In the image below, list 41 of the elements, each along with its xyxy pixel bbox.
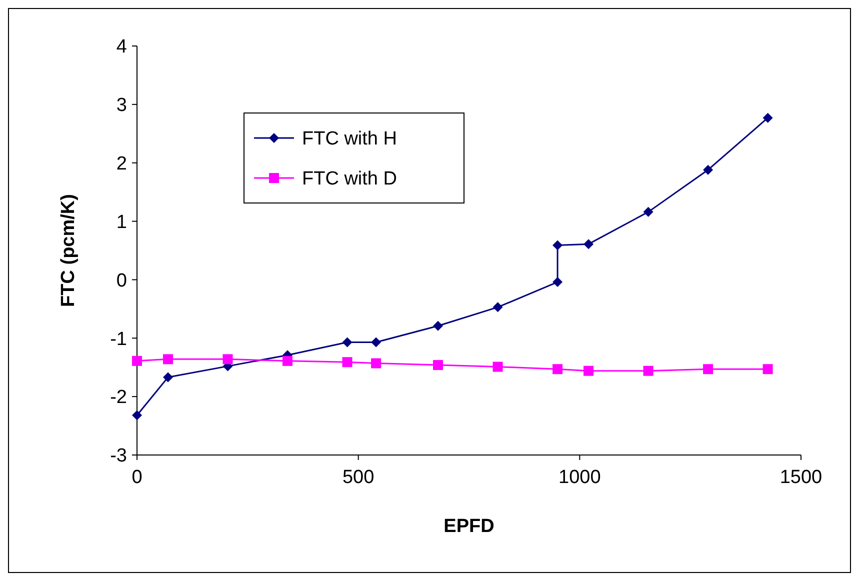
- point: [584, 239, 594, 250]
- point: [762, 364, 773, 374]
- legend-label: FTC with D: [302, 168, 397, 190]
- point: [643, 366, 654, 376]
- point: [584, 366, 594, 376]
- y-tick-label: -2: [110, 387, 127, 408]
- y-tick-label: 3: [116, 95, 127, 116]
- y-tick-label: -1: [110, 328, 127, 350]
- y-tick-label: 2: [116, 154, 127, 175]
- point: [643, 206, 654, 217]
- point: [222, 354, 233, 364]
- x-tick-label: 1000: [558, 467, 601, 488]
- y-tick-label: -3: [110, 446, 127, 467]
- point: [371, 358, 382, 368]
- y-tick-label: 0: [116, 270, 127, 292]
- x-tick-label: 1500: [780, 467, 822, 488]
- point: [132, 356, 142, 366]
- x-tick-label: 500: [342, 467, 374, 488]
- legend-label: FTC with H: [302, 128, 397, 150]
- point: [162, 354, 173, 364]
- point: [433, 320, 444, 331]
- point: [132, 410, 142, 420]
- point: [162, 372, 173, 382]
- point: [282, 356, 293, 366]
- point: [371, 337, 382, 348]
- y-tick-label: 1: [116, 212, 127, 233]
- y-tick-label: 4: [116, 36, 128, 58]
- point: [762, 112, 773, 123]
- point: [492, 362, 503, 372]
- x-tick-label: 0: [132, 467, 142, 488]
- point: [552, 240, 563, 250]
- point: [342, 357, 352, 368]
- point: [433, 360, 444, 370]
- x-axis-title: EPFD: [444, 516, 494, 537]
- point: [342, 337, 352, 348]
- point: [552, 277, 563, 288]
- point: [703, 164, 714, 175]
- point: [552, 364, 563, 374]
- point: [703, 364, 714, 374]
- point: [492, 302, 503, 312]
- y-axis-title: FTC (pcm/K): [58, 194, 79, 307]
